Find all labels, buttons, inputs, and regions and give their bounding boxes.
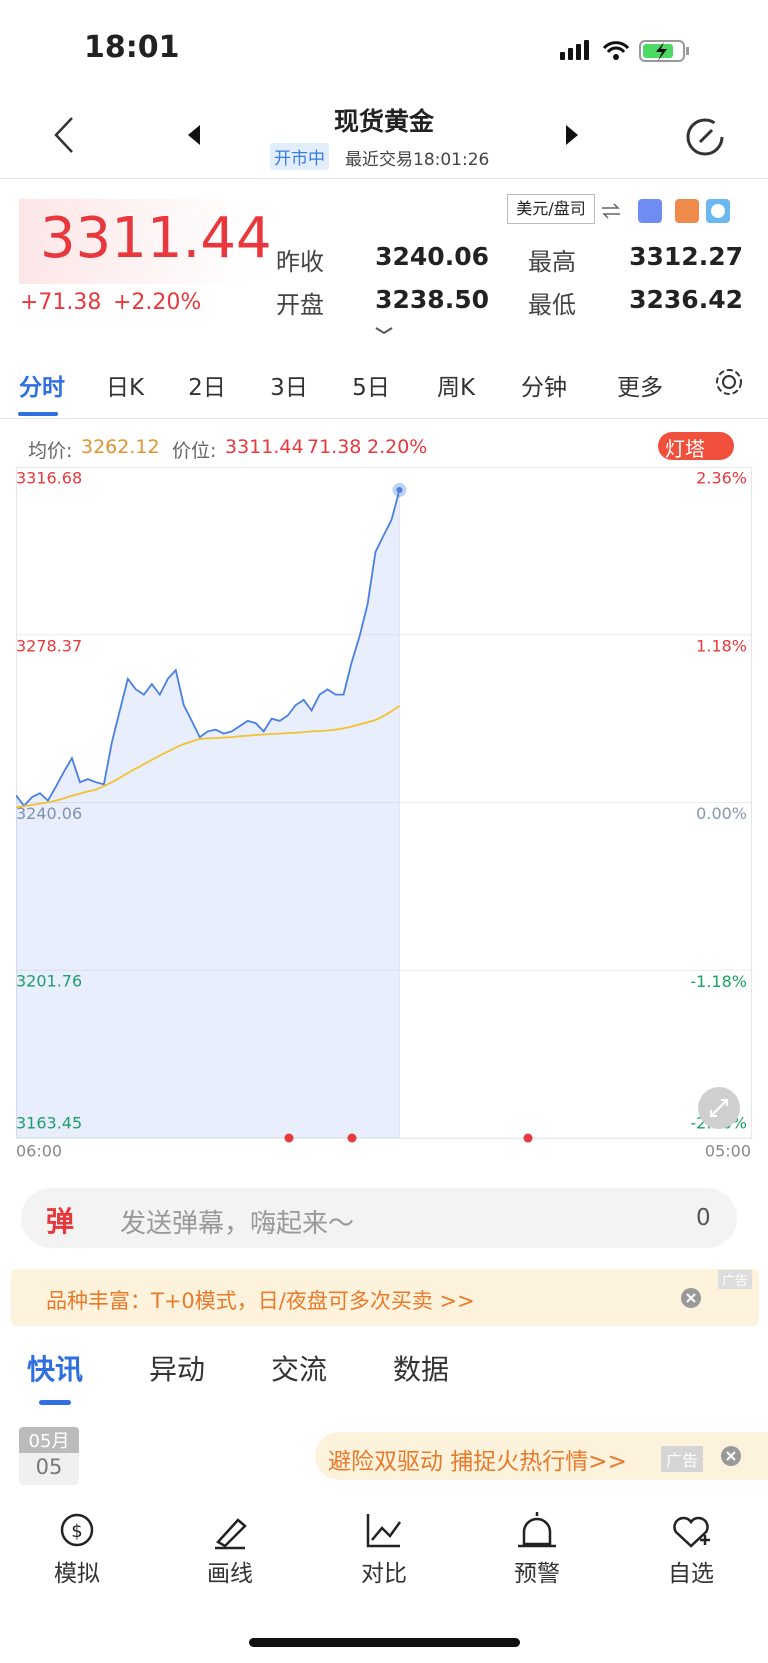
back-button[interactable] [50, 115, 80, 155]
news-tab[interactable]: 交流 [270, 1353, 328, 1386]
avg-label: 均价: [28, 440, 73, 462]
period-tab[interactable]: 分时 [19, 375, 65, 401]
divider [0, 418, 768, 419]
y2-tick-label: 0.00% [696, 804, 747, 823]
y-tick-label: 3316.68 [16, 469, 82, 488]
price: 3311.44 [40, 206, 272, 271]
danmaku-icon: 弹 [46, 1205, 75, 1238]
last-trade: 最近交易18:01:26 [345, 150, 490, 170]
avg-value: 3262.12 [81, 436, 160, 458]
price-line [16, 489, 401, 808]
beacon-badge[interactable] [658, 432, 734, 460]
stat-label: 开盘 [276, 291, 324, 319]
avg-line [16, 705, 400, 809]
period-tab[interactable]: 3日 [270, 375, 308, 401]
news-ad-tag: 广告 [661, 1446, 704, 1472]
event-dot [347, 1133, 357, 1143]
last-point-core [396, 486, 403, 493]
stat-value: 3240.06 [375, 242, 489, 271]
y-tick-label: 3240.06 [16, 804, 82, 823]
settings-button[interactable] [713, 366, 745, 398]
stat-label: 昨收 [276, 248, 324, 276]
divider [0, 178, 768, 179]
news-ad-close[interactable] [720, 1445, 742, 1467]
y-tick-label: 3163.45 [16, 1114, 82, 1133]
period-tab[interactable]: 分钟 [521, 375, 567, 401]
news-tab[interactable]: 异动 [148, 1353, 206, 1386]
y-tick-label: 3201.76 [16, 972, 82, 991]
prev-button[interactable] [186, 124, 202, 146]
ad-close[interactable] [680, 1287, 702, 1309]
x-tick-label: 06:00 [16, 1142, 62, 1161]
change-pct-value: 2.20% [367, 436, 428, 458]
x-tick-label: 05:00 [705, 1142, 751, 1161]
chart: 3316.68 3278.37 3240.06 3201.76 3163.45 2.36%… [16, 467, 752, 1161]
unit-selector[interactable]: 美元/盘司 [507, 194, 595, 224]
y2-tick-label: 2.36% [696, 469, 747, 488]
stat-value: 3238.50 [375, 285, 489, 314]
period-tab[interactable]: 更多 [617, 375, 663, 401]
change-value: 71.38 [307, 436, 362, 458]
event-dot [523, 1133, 533, 1143]
nav-item[interactable]: 模拟 [54, 1561, 100, 1587]
ad-banner[interactable] [11, 1269, 759, 1326]
status-time: 18:01 [84, 30, 180, 65]
nav-item[interactable]: 画线 [207, 1561, 253, 1587]
news-tab[interactable]: 数据 [392, 1353, 450, 1386]
stat-value: 3236.42 [629, 285, 743, 314]
nav-item[interactable]: 预警 [514, 1561, 560, 1587]
next-button[interactable] [564, 124, 580, 146]
market-status: 开市中 [270, 143, 329, 170]
change: +71.38 [20, 290, 102, 315]
period-tab[interactable]: 5日 [352, 375, 390, 401]
period-tab[interactable]: 周K [436, 375, 476, 401]
price-value: 3311.44 [225, 436, 304, 458]
danmaku-count: 0 [696, 1205, 711, 1231]
y-tick-label: 3278.37 [16, 636, 82, 655]
nav-item[interactable]: 对比 [361, 1561, 407, 1587]
status-icons [560, 40, 689, 62]
beacon-label: 灯塔 [665, 437, 705, 461]
price-area [16, 489, 400, 1138]
price-label: 价位: [172, 440, 217, 462]
expand-arrow[interactable] [374, 326, 394, 336]
event-dot [284, 1133, 294, 1143]
danmaku-placeholder: 发送弹幕，嗨起来～ [120, 1209, 355, 1239]
tool-icons [602, 199, 730, 223]
news-tab[interactable]: 快讯 [26, 1353, 84, 1386]
period-tab[interactable]: 日K [105, 375, 145, 401]
period-tab[interactable]: 2日 [188, 375, 226, 401]
stat-value: 3312.27 [629, 242, 743, 271]
date-month: 05月 [19, 1427, 79, 1453]
y2-tick-label: -1.18% [690, 972, 747, 991]
news-tab-underline [39, 1400, 71, 1405]
stat-label: 最低 [528, 291, 576, 319]
news-ad-text: 避险双驱动 捕捉火热行情>> [328, 1449, 627, 1475]
ad-tag: 广告 [718, 1270, 753, 1289]
refresh-button[interactable] [684, 116, 726, 158]
fullscreen-icon [710, 1099, 728, 1117]
danmaku-input[interactable] [21, 1188, 737, 1248]
home-indicator [249, 1638, 520, 1647]
nav-item[interactable]: 自选 [668, 1561, 714, 1587]
tab-underline [18, 412, 58, 416]
page-title: 现货黄金 [333, 107, 434, 136]
date-day: 05 [35, 1455, 63, 1479]
nav-icons: $ [60, 1512, 710, 1550]
y2-tick-label: 1.18% [696, 636, 747, 655]
change-pct: +2.20% [113, 290, 202, 315]
svg-text:$: $ [71, 1521, 82, 1542]
ad-text: 品种丰富：T+0模式，日/夜盘可多次买卖 >> [46, 1289, 475, 1313]
stat-label: 最高 [528, 248, 576, 276]
price-box [19, 199, 249, 284]
